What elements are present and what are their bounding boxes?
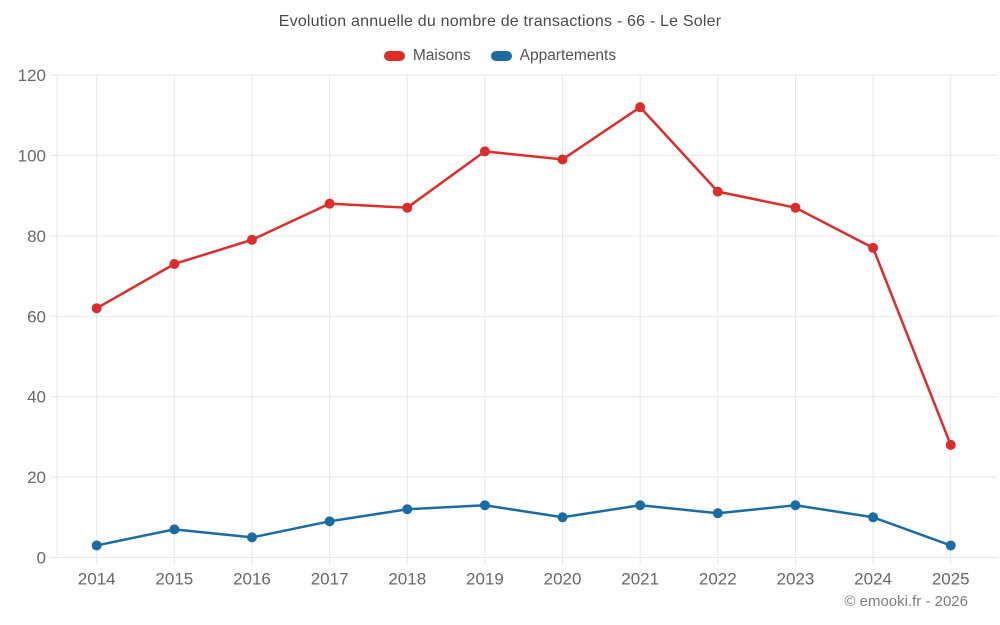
data-point-appartements-2019[interactable]	[479, 500, 490, 511]
chart-legend: Maisons Appartements	[0, 45, 1000, 67]
data-point-maisons-2022[interactable]	[712, 186, 723, 197]
legend-label-appartements: Appartements	[519, 47, 617, 64]
chart-title: Evolution annuelle du nombre de transact…	[278, 13, 722, 30]
series-line-appartements	[95, 503, 952, 547]
appartements-swatch-icon	[490, 51, 512, 61]
data-point-maisons-2024[interactable]	[868, 242, 879, 253]
data-point-appartements-2023[interactable]	[790, 500, 801, 511]
y-tick-label-80: 80	[27, 227, 46, 246]
y-tick-label-40: 40	[27, 388, 46, 407]
data-point-maisons-2017[interactable]	[324, 198, 335, 209]
x-tick-label-2020: 2020	[544, 570, 582, 589]
data-point-maisons-2020[interactable]	[557, 154, 568, 165]
y-tick-label-100: 100	[18, 146, 46, 165]
y-tick-label-20: 20	[27, 468, 46, 487]
data-point-maisons-2023[interactable]	[790, 202, 801, 213]
legend-item-appartements[interactable]: Appartements	[490, 47, 617, 65]
data-point-appartements-2024[interactable]	[868, 512, 879, 523]
data-point-appartements-2016[interactable]	[246, 532, 257, 543]
maisons-swatch-icon	[383, 51, 405, 61]
x-tick-label-2019: 2019	[466, 570, 504, 589]
data-point-maisons-2025[interactable]	[945, 439, 956, 450]
x-tick-label-2014: 2014	[78, 570, 116, 589]
legend-label-maisons: Maisons	[412, 47, 471, 64]
x-tick-label-2017: 2017	[311, 570, 349, 589]
legend-item-maisons[interactable]: Maisons	[383, 47, 471, 65]
y-tick-label-60: 60	[27, 307, 46, 326]
data-point-appartements-2018[interactable]	[402, 504, 413, 515]
x-tick-label-2025: 2025	[932, 570, 970, 589]
data-point-appartements-2020[interactable]	[557, 512, 568, 523]
data-point-maisons-2018[interactable]	[402, 202, 413, 213]
x-tick-label-2021: 2021	[621, 570, 659, 589]
data-point-appartements-2025[interactable]	[945, 540, 956, 551]
data-point-maisons-2015[interactable]	[169, 258, 180, 269]
x-tick-label-2024: 2024	[854, 570, 892, 589]
x-tick-label-2023: 2023	[777, 570, 815, 589]
data-point-appartements-2022[interactable]	[712, 508, 723, 519]
series-line-maisons	[95, 105, 952, 447]
data-point-appartements-2017[interactable]	[324, 516, 335, 527]
x-tick-label-2022: 2022	[699, 570, 737, 589]
data-point-maisons-2019[interactable]	[479, 146, 490, 157]
y-tick-label-0: 0	[37, 549, 46, 568]
y-tick-label-120: 120	[18, 66, 46, 85]
x-tick-label-2016: 2016	[233, 570, 271, 589]
footer-credit: © emooki.fr - 2026	[844, 593, 968, 610]
x-tick-label-2018: 2018	[388, 570, 426, 589]
data-point-appartements-2014[interactable]	[91, 540, 102, 551]
x-tick-label-2015: 2015	[155, 570, 193, 589]
data-point-maisons-2021[interactable]	[635, 102, 646, 113]
data-point-appartements-2021[interactable]	[635, 500, 646, 511]
data-point-maisons-2014[interactable]	[91, 303, 102, 314]
data-point-maisons-2016[interactable]	[246, 234, 257, 245]
data-point-appartements-2015[interactable]	[169, 524, 180, 535]
